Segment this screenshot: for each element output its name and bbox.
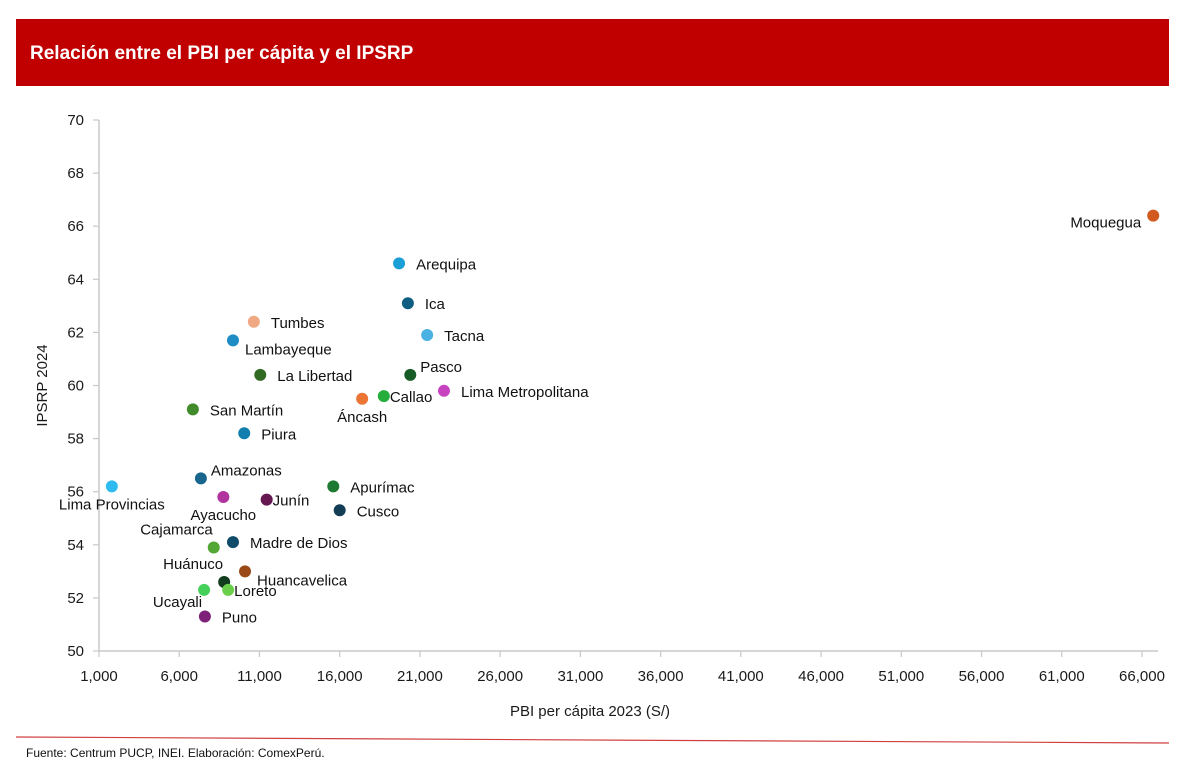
point-label: Cusco <box>357 503 400 520</box>
point-label: Madre de Dios <box>250 535 348 552</box>
point-labels: Moquegua Arequipa Ica Tumbes Tacna Lambayeque… <box>59 215 1142 627</box>
data-point <box>226 536 239 549</box>
point-label: Amazonas <box>211 462 282 479</box>
point-label: Ucayali <box>153 594 202 611</box>
y-tick-label: 50 <box>67 643 84 660</box>
x-axis-title: PBI per cápita 2023 (S/) <box>510 703 670 720</box>
data-point <box>254 368 267 381</box>
x-tick-label: 51,000 <box>878 668 924 685</box>
x-tick-label: 6,000 <box>160 668 198 685</box>
point-label: Lambayeque <box>245 341 332 358</box>
y-tick-label: 66 <box>67 218 84 235</box>
point-label: Áncash <box>337 409 387 426</box>
y-tick-label: 56 <box>67 484 84 501</box>
point-label: Ica <box>425 296 446 313</box>
x-tick-label: 26,000 <box>477 668 523 685</box>
data-point <box>377 390 390 403</box>
y-tick-label: 54 <box>67 537 84 554</box>
x-tick-label: 66,000 <box>1119 668 1165 685</box>
data-point <box>217 491 230 504</box>
data-point <box>238 427 251 440</box>
x-tick-label: 46,000 <box>798 668 844 685</box>
data-point <box>421 329 434 342</box>
data-point <box>186 403 199 416</box>
data-point <box>207 541 220 554</box>
point-label: Huánuco <box>163 556 223 573</box>
point-label: Puno <box>222 609 257 626</box>
data-point <box>327 480 340 493</box>
data-point <box>226 334 239 347</box>
title-banner: Relación entre el PBI per cápita y el IP… <box>16 19 1169 86</box>
point-label: Tacna <box>444 328 485 345</box>
data-point <box>404 368 417 381</box>
data-point <box>198 610 211 623</box>
point-label: Junín <box>273 493 310 510</box>
y-tick-label: 52 <box>67 590 84 607</box>
y-axis-title: IPSRP 2024 <box>34 344 51 426</box>
data-point <box>260 493 273 506</box>
x-tick-label: 36,000 <box>638 668 684 685</box>
point-label: Lima Provincias <box>59 496 165 513</box>
point-label: Arequipa <box>416 256 477 273</box>
y-tick-label: 68 <box>67 165 84 182</box>
point-label: Cajamarca <box>140 521 213 538</box>
x-tick-label: 21,000 <box>397 668 443 685</box>
point-label: Loreto <box>234 583 277 600</box>
data-point <box>222 583 235 596</box>
data-point <box>105 480 118 493</box>
data-point <box>437 384 450 397</box>
x-tick-label: 1,000 <box>80 668 118 685</box>
data-point <box>393 257 406 270</box>
point-label: Moquegua <box>1070 215 1142 232</box>
point-label: Huancavelica <box>257 572 348 589</box>
y-tick-label: 64 <box>67 271 84 288</box>
point-label: San Martín <box>210 402 283 419</box>
data-points <box>105 209 1160 623</box>
point-label: Tumbes <box>271 315 325 332</box>
point-label: La Libertad <box>277 368 352 385</box>
point-label: Callao <box>390 389 433 406</box>
data-point <box>247 315 260 328</box>
chart-title: Relación entre el PBI per cápita y el IP… <box>30 43 414 64</box>
y-tick-label: 60 <box>67 378 84 395</box>
point-label: Pasco <box>420 359 462 376</box>
data-point <box>198 583 211 596</box>
point-label: Apurímac <box>350 479 415 496</box>
point-label: Ayacucho <box>191 507 257 524</box>
source-note: Fuente: Centrum PUCP, INEI. Elaboración:… <box>26 746 325 760</box>
x-tick-label: 41,000 <box>718 668 764 685</box>
data-point <box>333 504 346 517</box>
x-tick-label: 16,000 <box>317 668 363 685</box>
y-tick-label: 58 <box>67 431 84 448</box>
data-point <box>356 392 369 405</box>
data-point <box>1147 209 1160 222</box>
data-point <box>401 297 414 310</box>
y-tick-label: 70 <box>67 112 84 129</box>
point-label: Lima Metropolitana <box>461 384 589 401</box>
data-point <box>239 565 252 578</box>
x-tick-label: 31,000 <box>557 668 603 685</box>
point-label: Piura <box>261 426 297 443</box>
x-tick-label: 56,000 <box>959 668 1005 685</box>
x-tick-label: 61,000 <box>1039 668 1085 685</box>
y-tick-label: 62 <box>67 324 84 341</box>
data-point <box>194 472 207 485</box>
x-tick-label: 11,000 <box>237 668 282 685</box>
footer-divider <box>15 736 1170 744</box>
axes: 50 52 54 56 58 60 62 64 66 68 70 1,000 6,000 11,000 16… <box>67 112 1165 685</box>
